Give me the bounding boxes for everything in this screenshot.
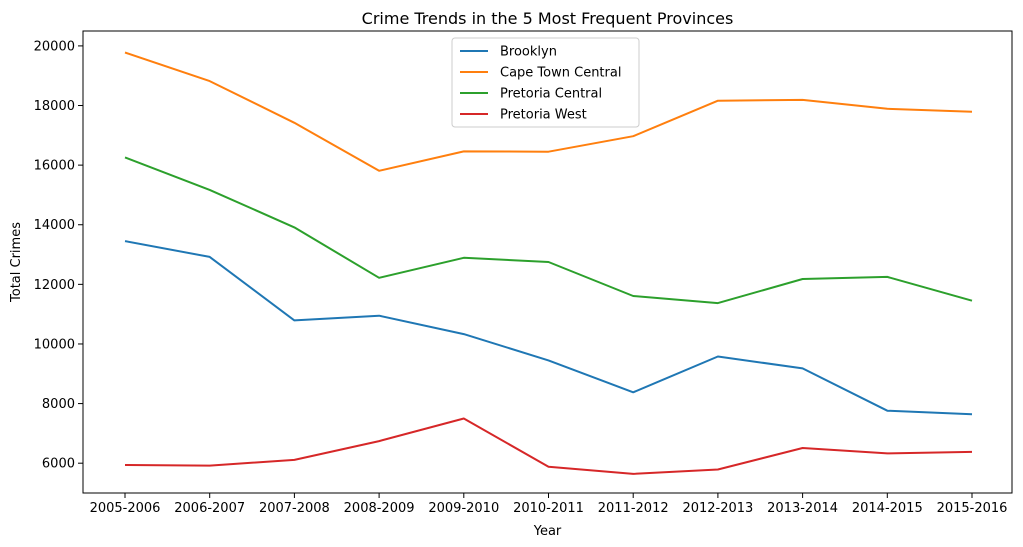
x-tick-label: 2006-2007: [174, 501, 245, 516]
legend-label: Pretoria Central: [500, 87, 602, 102]
y-tick-label: 14000: [34, 218, 75, 233]
y-axis: 6000 8000 10000 12000 14000 16000 18000 20000: [34, 39, 83, 472]
legend: Brooklyn Cape Town Central Pretoria Centra…: [451, 37, 640, 128]
x-tick-label: 2007-2008: [259, 501, 330, 516]
x-axis-label: Year: [533, 524, 562, 539]
x-axis: 2005-2006 2006-2007 2007-2008 2008-2009 2009…: [90, 493, 1008, 516]
legend-label: Cape Town Central: [500, 66, 621, 81]
series-line-cape-town-central: [124, 51, 973, 172]
x-tick-label: 2015-2016: [937, 501, 1008, 516]
series-line-brooklyn: [124, 240, 973, 416]
x-tick-label: 2009-2010: [428, 501, 499, 516]
legend-label: Brooklyn: [500, 45, 557, 60]
plot-area: [82, 30, 1013, 494]
series-line-pretoria-west: [124, 417, 973, 475]
y-tick-label: 20000: [34, 39, 75, 54]
y-tick-label: 10000: [34, 337, 75, 352]
x-tick-label: 2011-2012: [598, 501, 669, 516]
x-tick-label: 2014-2015: [852, 501, 923, 516]
y-tick-label: 18000: [34, 99, 75, 114]
series-line-pretoria-central: [124, 156, 973, 305]
y-tick-label: 6000: [42, 457, 75, 472]
plot-content: [124, 51, 973, 475]
x-tick-label: 2008-2009: [344, 501, 415, 516]
y-tick-label: 8000: [42, 397, 75, 412]
y-tick-label: 12000: [34, 278, 75, 293]
x-tick-label: 2010-2011: [513, 501, 584, 516]
y-axis-label: Total Crimes: [9, 222, 24, 303]
x-tick-label: 2012-2013: [682, 501, 753, 516]
chart-title: Crime Trends in the 5 Most Frequent Prov…: [362, 9, 734, 28]
y-tick-label: 16000: [34, 159, 75, 174]
x-tick-label: 2005-2006: [90, 501, 161, 516]
legend-box: [451, 37, 640, 128]
x-tick-label: 2013-2014: [767, 501, 838, 516]
legend-label: Pretoria West: [500, 108, 587, 123]
